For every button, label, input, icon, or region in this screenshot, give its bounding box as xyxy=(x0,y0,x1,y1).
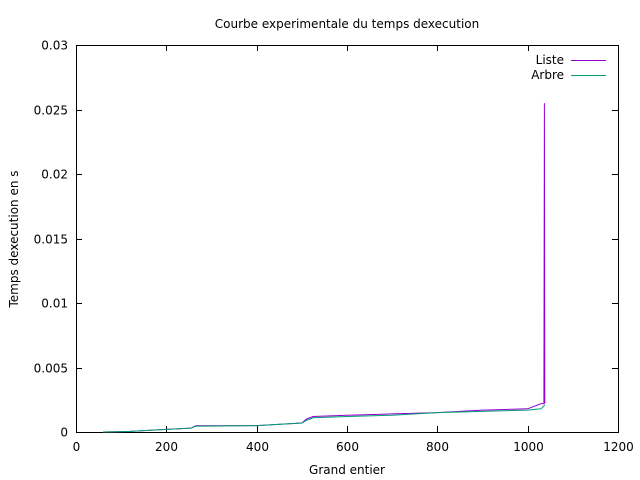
x-tick-label: 1000 xyxy=(513,440,544,454)
series-layer xyxy=(103,103,546,433)
x-tick-label: 800 xyxy=(426,440,449,454)
x-tick-label: 600 xyxy=(336,440,359,454)
legend-label-arbre: Arbre xyxy=(531,68,564,82)
x-tick-label: 1200 xyxy=(603,440,634,454)
y-tick-label: 0.01 xyxy=(41,297,68,311)
legend-label-liste: Liste xyxy=(536,53,564,67)
series-line-arbre xyxy=(103,404,546,433)
chart-title: Courbe experimentale du temps dexecution xyxy=(215,17,479,31)
series-line-liste xyxy=(103,103,546,433)
y-tick-label: 0.005 xyxy=(34,362,68,376)
y-tick-label: 0.02 xyxy=(41,168,68,182)
y-tick-label: 0.025 xyxy=(34,104,68,118)
x-tick-label: 400 xyxy=(246,440,269,454)
x-tick-label: 0 xyxy=(73,440,81,454)
y-tick-label: 0 xyxy=(60,426,68,440)
x-axis: 0 200 400 600 800 1000 1200 xyxy=(73,45,634,454)
x-axis-label: Grand entier xyxy=(309,463,385,477)
plot-frame xyxy=(76,45,619,433)
y-tick-label: 0.03 xyxy=(41,39,68,53)
y-axis-label: Temps dexecution en s xyxy=(7,170,21,308)
y-axis: 0 0.005 0.01 0.015 0.02 0.025 0.03 xyxy=(34,39,618,440)
x-tick-label: 200 xyxy=(155,440,178,454)
y-tick-label: 0.015 xyxy=(34,233,68,247)
